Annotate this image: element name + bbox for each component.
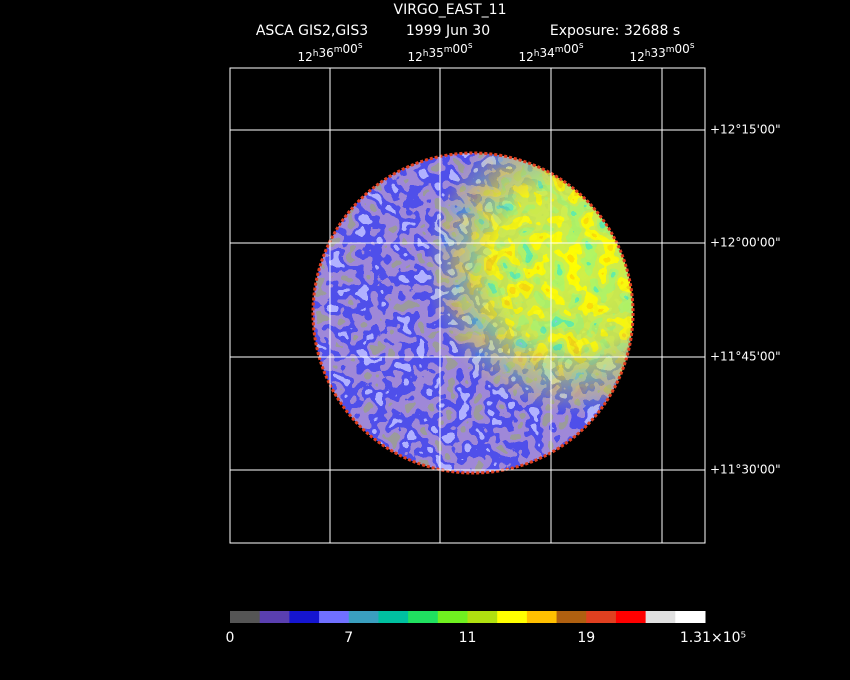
date: 1999 Jun 30 (406, 23, 490, 39)
colorbar-cell (437, 611, 468, 623)
colorbar-label: 7 (344, 630, 353, 646)
colorbar-cell (556, 611, 587, 623)
colorbar-cell (348, 611, 379, 623)
image-frame (229, 67, 706, 544)
dec-label: +11°30'00" (710, 463, 781, 477)
ra-label: 12h35m00s (407, 41, 472, 64)
colorbar-cell (675, 611, 706, 623)
colorbar-cell (467, 611, 498, 623)
coordinate-grid (229, 67, 706, 544)
dec-label: +12°00'00" (710, 236, 781, 250)
colorbar-cell (259, 611, 290, 623)
colorbar-label: 19 (577, 630, 595, 646)
ra-label: 12h36m00s (297, 41, 362, 64)
xray-image (313, 153, 633, 473)
instrument: ASCA GIS2,GIS3 (256, 23, 368, 39)
colorbar-cell (586, 611, 617, 623)
ra-label: 12h33m00s (629, 41, 694, 64)
dec-label: +12°15'00" (710, 123, 781, 137)
exposure: Exposure: 32688 s (550, 23, 680, 39)
title: VIRGO_EAST_11 (394, 2, 507, 18)
colorbar-label: 11 (459, 630, 477, 646)
colorbar-cell (497, 611, 528, 623)
colorbar-cell (230, 611, 261, 623)
colorbar-cell (319, 611, 350, 623)
colorbar-cell (378, 611, 409, 623)
colorbar-cell (526, 611, 558, 623)
ra-label: 12h34m00s (518, 41, 583, 64)
colorbar-cell (289, 611, 320, 623)
colorbar-cell (615, 611, 647, 623)
colorbar-cell (408, 611, 439, 623)
colorbar-label: 0 (226, 630, 235, 646)
colorbar-label: 1.31×10⁵ (680, 630, 746, 646)
detector-edge (311, 151, 635, 475)
dec-label: +11°45'00" (710, 350, 781, 364)
colorbar-cell (645, 611, 676, 623)
